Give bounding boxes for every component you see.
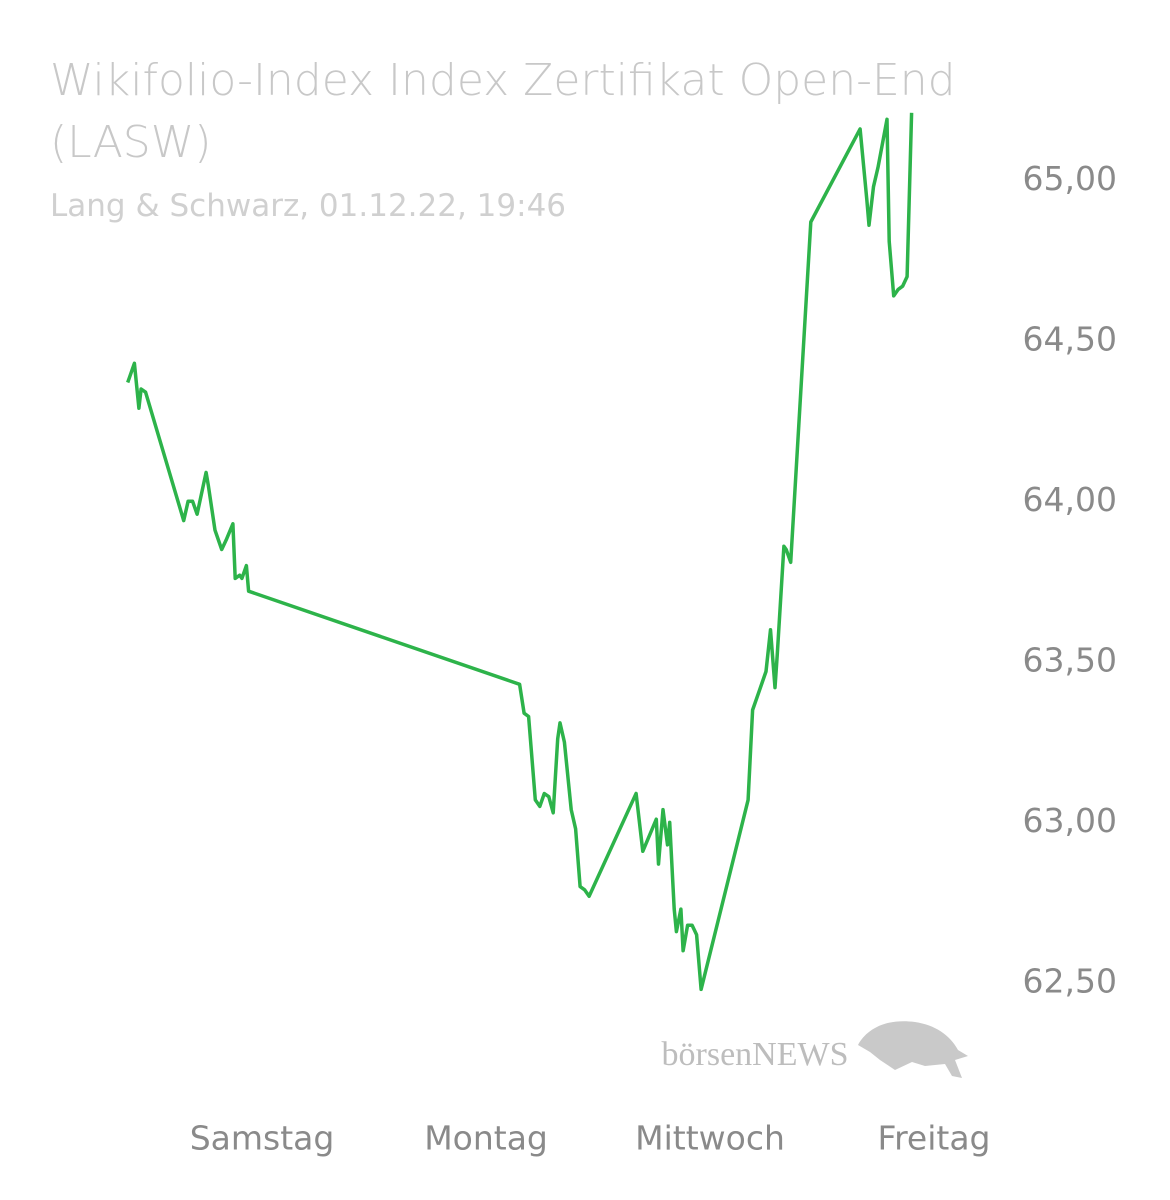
- x-tick-label: Montag: [424, 1119, 548, 1158]
- x-tick-label: Mittwoch: [635, 1119, 785, 1158]
- watermark-logo: [858, 1021, 968, 1078]
- y-tick-label: 63,50: [1023, 640, 1117, 679]
- watermark: börsenNEWS: [662, 1036, 849, 1073]
- y-tick-label: 62,50: [1023, 961, 1117, 1000]
- y-tick-label: 64,50: [1023, 319, 1117, 358]
- y-tick-label: 63,00: [1023, 801, 1117, 840]
- y-tick-label: 65,00: [1023, 159, 1117, 198]
- x-tick-label: Samstag: [190, 1119, 335, 1158]
- chart-subtitle: Lang & Schwarz, 01.12.22, 19:46: [50, 188, 567, 224]
- price-line: [126, 112, 914, 992]
- y-tick-label: 64,00: [1023, 480, 1117, 519]
- x-tick-label: Freitag: [877, 1119, 990, 1158]
- header: Wikifolio-Index Index Zertifikat Open-En…: [50, 50, 1010, 224]
- chart-title: Wikifolio-Index Index Zertifikat Open-En…: [50, 55, 956, 168]
